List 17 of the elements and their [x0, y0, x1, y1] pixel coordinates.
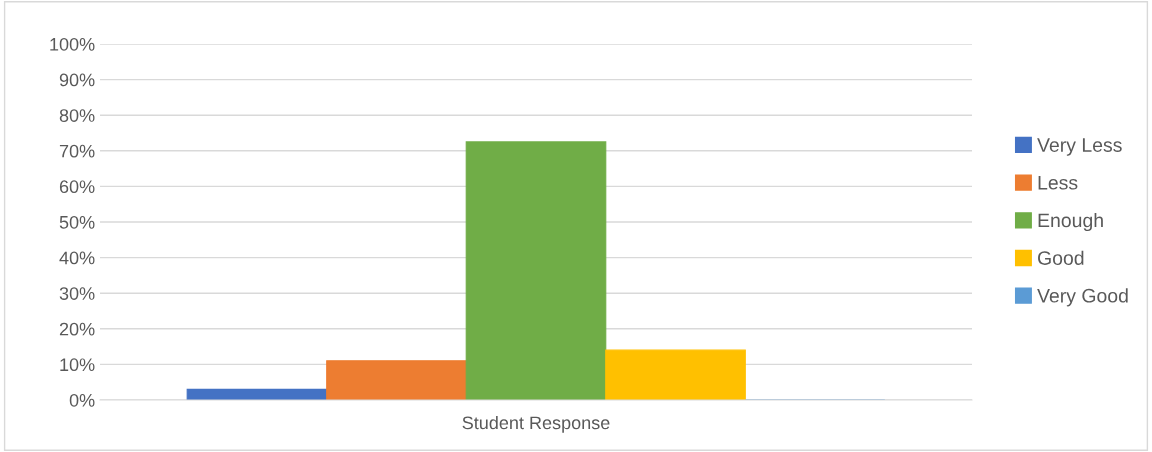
legend-label: Good: [1038, 250, 1084, 265]
y-tick-label: 50%: [59, 215, 95, 229]
y-tick-label: 30%: [59, 287, 95, 300]
y-tick-label: 60%: [59, 180, 95, 194]
y-tick-label: 20%: [59, 322, 95, 336]
y-tick-label: 10%: [60, 358, 95, 372]
y-tick-label: 0%: [69, 393, 95, 407]
y-tick-label: 80%: [59, 109, 95, 122]
legend-label: Very Good: [1037, 288, 1128, 307]
y-tick-label: 100%: [50, 37, 95, 51]
legend-label: Very Less: [1037, 138, 1122, 156]
y-tick-label: 70%: [59, 144, 95, 158]
legend-label: Enough: [1038, 212, 1103, 232]
x-axis-title: Student Response: [462, 415, 610, 433]
y-tick-label: 40%: [59, 251, 95, 265]
legend-label: Less: [1038, 176, 1078, 190]
y-tick-label: 90%: [59, 73, 95, 87]
